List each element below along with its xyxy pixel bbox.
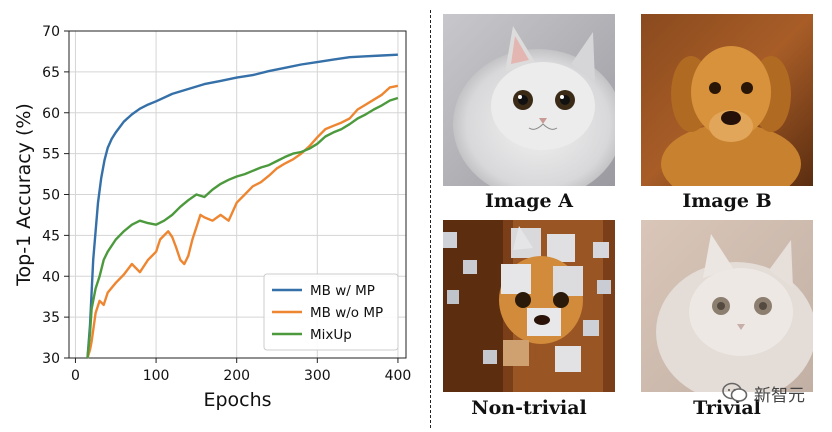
watermark: 新智元 [722, 378, 805, 408]
y-tick-label: 40 [42, 269, 60, 285]
legend-label: MB w/o MP [310, 305, 383, 321]
x-tick-label: 400 [385, 368, 412, 384]
dashed-divider [430, 10, 431, 428]
legend-label: MB w/ MP [310, 283, 375, 299]
y-tick-label: 35 [42, 310, 60, 326]
y-axis-label: Top-1 Accuracy (%) [13, 103, 35, 287]
image-b-dog-photo [641, 14, 813, 186]
x-axis-label: Epochs [203, 389, 271, 411]
non-trivial-mix-photo [443, 220, 615, 392]
image-a-cat-photo [443, 14, 615, 186]
y-tick-label: 50 [42, 188, 60, 204]
caption-non-trivial: Non-trivial [429, 397, 629, 419]
caption-image-b: Image B [627, 190, 827, 212]
accuracy-line-chart: 0 100 200 300 400 30 35 40 45 50 55 60 65 70 Epochs T… [0, 0, 430, 432]
y-tick-label: 65 [42, 65, 60, 81]
x-tick-label: 0 [71, 368, 80, 384]
x-tick-label: 100 [143, 368, 170, 384]
x-tick-label: 300 [304, 368, 331, 384]
chart-legend: MB w/ MP MB w/o MP MixUp [264, 274, 398, 350]
wechat-icon [722, 382, 748, 404]
legend-label: MixUp [310, 327, 352, 343]
caption-image-a: Image A [429, 190, 629, 212]
y-tick-label: 60 [42, 106, 60, 122]
y-tick-label: 30 [42, 351, 60, 367]
y-tick-label: 45 [42, 228, 60, 244]
trivial-blend-photo [641, 220, 813, 392]
watermark-text: 新智元 [754, 381, 805, 406]
y-tick-label: 55 [42, 147, 60, 163]
x-tick-label: 200 [223, 368, 250, 384]
y-tick-label: 70 [42, 24, 60, 40]
